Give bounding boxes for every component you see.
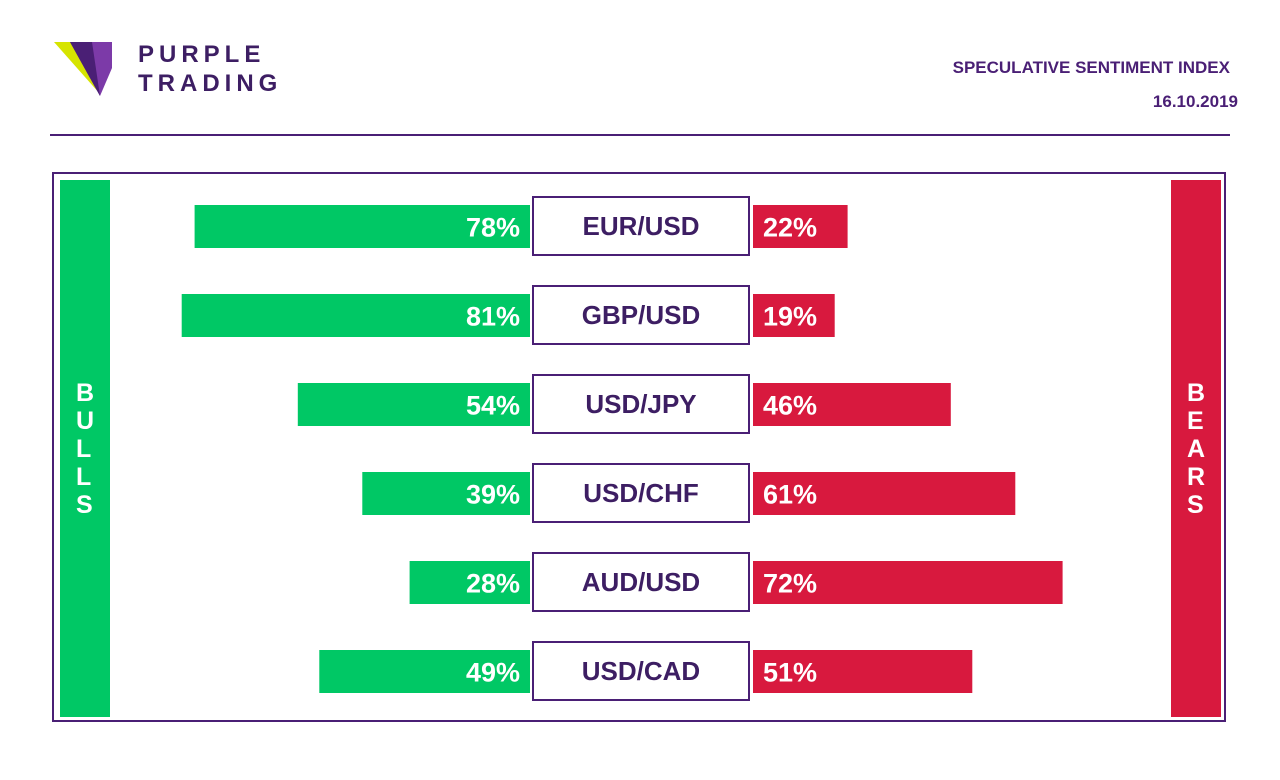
bear-value-label: 46% <box>763 391 817 421</box>
pair-label-box <box>532 285 750 345</box>
brand-line-2: TRADING <box>138 70 283 97</box>
bulls-letter: B <box>75 378 95 407</box>
bear-bar <box>753 205 848 248</box>
bull-value-label: 81% <box>466 302 520 332</box>
bears-letter: R <box>1186 462 1206 491</box>
bear-value-label: 51% <box>763 658 817 688</box>
bears-letter: B <box>1186 378 1206 407</box>
pair-label: USD/JPY <box>585 389 696 419</box>
bull-value-label: 49% <box>466 658 520 688</box>
bear-value-label: 19% <box>763 302 817 332</box>
bull-bar <box>319 650 530 693</box>
bulls-letter: S <box>75 490 93 519</box>
bull-value-label: 54% <box>466 391 520 421</box>
bull-bar <box>194 205 530 248</box>
bulls-letter: U <box>75 406 95 435</box>
brand-line-1: PURPLE <box>138 41 266 68</box>
pair-label: GBP/USD <box>582 300 700 330</box>
bear-bar <box>753 561 1063 604</box>
bear-value-label: 72% <box>763 569 817 599</box>
pair-label: USD/CHF <box>583 478 699 508</box>
pair-label-box <box>532 552 750 612</box>
bull-bar <box>181 294 530 337</box>
bear-bar <box>753 472 1016 515</box>
bulls-letter: L <box>75 434 92 463</box>
pair-label: USD/CAD <box>582 656 700 686</box>
pair-label: AUD/USD <box>582 567 700 597</box>
bears-letter: A <box>1186 434 1206 463</box>
bear-bar <box>753 650 973 693</box>
bull-bar <box>297 383 530 426</box>
bull-value-label: 28% <box>466 569 520 599</box>
pair-label-box <box>532 463 750 523</box>
bull-value-label: 78% <box>466 213 520 243</box>
header-divider <box>50 134 1230 136</box>
report-date: 16.10.2019 <box>1152 92 1238 111</box>
bear-bar <box>753 383 951 426</box>
bull-bar <box>409 561 530 604</box>
pair-label: EUR/USD <box>582 211 699 241</box>
brand-name: PURPLE TRADING <box>138 40 282 98</box>
pair-label-box <box>532 196 750 256</box>
bulls-letter: L <box>75 462 92 491</box>
bear-bar <box>753 294 835 337</box>
pair-label-box <box>532 641 750 701</box>
purple-trading-logo-icon <box>54 42 112 96</box>
bears-letter: E <box>1186 406 1204 435</box>
bear-value-label: 61% <box>763 480 817 510</box>
pair-label-box <box>532 374 750 434</box>
bull-value-label: 39% <box>466 480 520 510</box>
report-title: SPECULATIVE SENTIMENT INDEX <box>952 58 1230 77</box>
bull-bar <box>362 472 530 515</box>
bears-letter: S <box>1186 490 1204 519</box>
chart-frame <box>52 172 1226 722</box>
bear-value-label: 22% <box>763 213 817 243</box>
